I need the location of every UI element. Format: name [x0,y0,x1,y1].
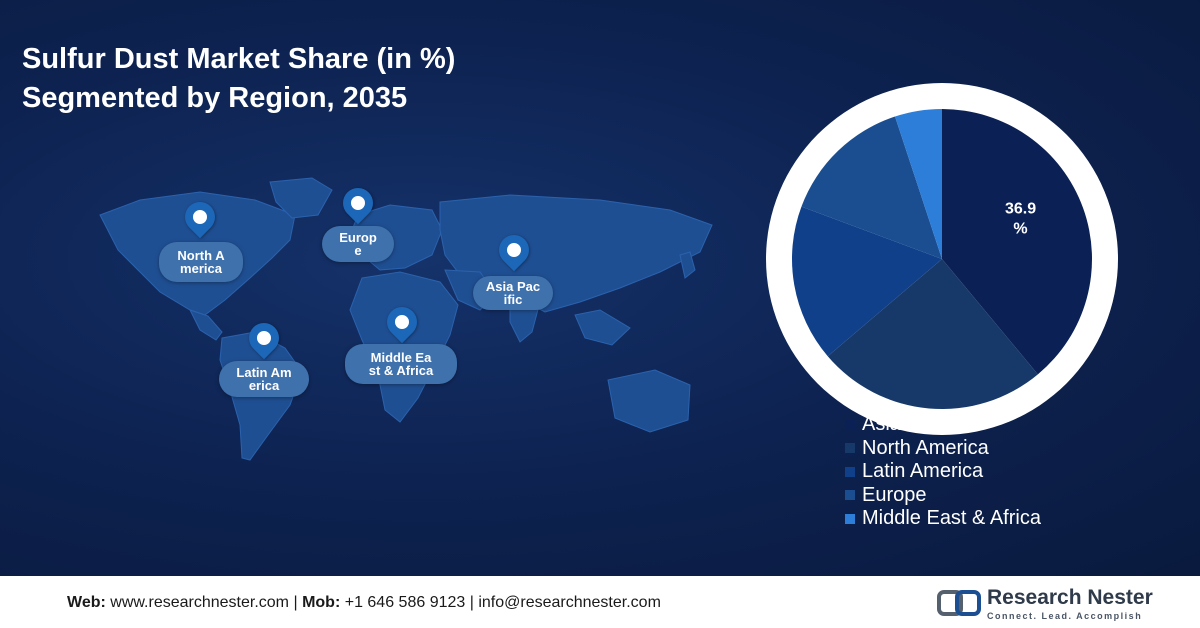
legend-item: North America [845,437,1041,461]
title-line-2: Segmented by Region, 2035 [22,82,408,114]
footer: Web: www.researchnester.com | Mob: +1 64… [0,576,1200,628]
legend-swatch [845,466,855,477]
legend-label: Europe [862,483,927,506]
phone-number: +1 646 586 9123 [344,594,466,611]
legend-swatch [845,490,855,501]
separator: | [469,594,474,611]
pie-slice-middle-east-africa [895,109,942,259]
pie-chart: 36.9% [766,83,1118,435]
contact-info: Web: www.researchnester.com | Mob: +1 64… [67,594,661,612]
main-panel: Sulfur Dust Market Share (in %) Segmente… [0,0,1200,576]
map-australia [607,369,691,433]
email-link[interactable]: info@researchnester.com [478,594,661,611]
pie-data-label: 36.9% [1005,201,1036,238]
logo-name: Research Nester [987,586,1153,609]
legend-label: Middle East & Africa [862,507,1041,530]
map-southeast-asia [574,309,631,346]
chart-legend: Asia Pacific North America Latin America Eu… [845,413,1041,531]
map-japan [679,251,696,279]
legend-item: Latin America [845,460,1041,484]
web-label: Web: [67,594,106,611]
pie-slice-latin-america [792,206,942,357]
legend-swatch [845,443,855,454]
legend-label: Latin America [862,460,984,483]
pie-slice-north-america [827,259,1038,410]
map-greenland [269,177,333,219]
label-latin-america: Latin America [219,361,309,397]
pie-slice-asia-pacific [942,109,1092,375]
legend-label: North America [862,436,989,459]
chart-title: Sulfur Dust Market Share (in %) Segmente… [22,40,455,118]
mob-label: Mob: [302,594,341,611]
legend-item: Asia Pacific [845,413,1041,437]
research-nester-logo: Research Nester Connect. Lead. Accomplis… [937,584,1153,624]
label-middle-east-africa: Middle East & Africa [345,344,457,384]
title-line-1: Sulfur Dust Market Share (in %) [22,43,456,75]
legend-label: Asia Pacific [862,413,966,436]
logo-icon [937,590,981,616]
label-europe: Europe [322,226,394,262]
web-link[interactable]: www.researchnester.com [110,594,289,611]
map-central-america [189,309,223,341]
pie-slice-europe [801,116,942,259]
label-asia-pacific: Asia Pacific [473,276,553,310]
legend-swatch [845,513,855,524]
separator: | [293,594,298,611]
label-north-america: North America [159,242,243,282]
legend-swatch [845,419,855,430]
logo-tagline: Connect. Lead. Accomplish [987,611,1143,621]
legend-item: Europe [845,484,1041,508]
legend-item: Middle East & Africa [845,507,1041,531]
